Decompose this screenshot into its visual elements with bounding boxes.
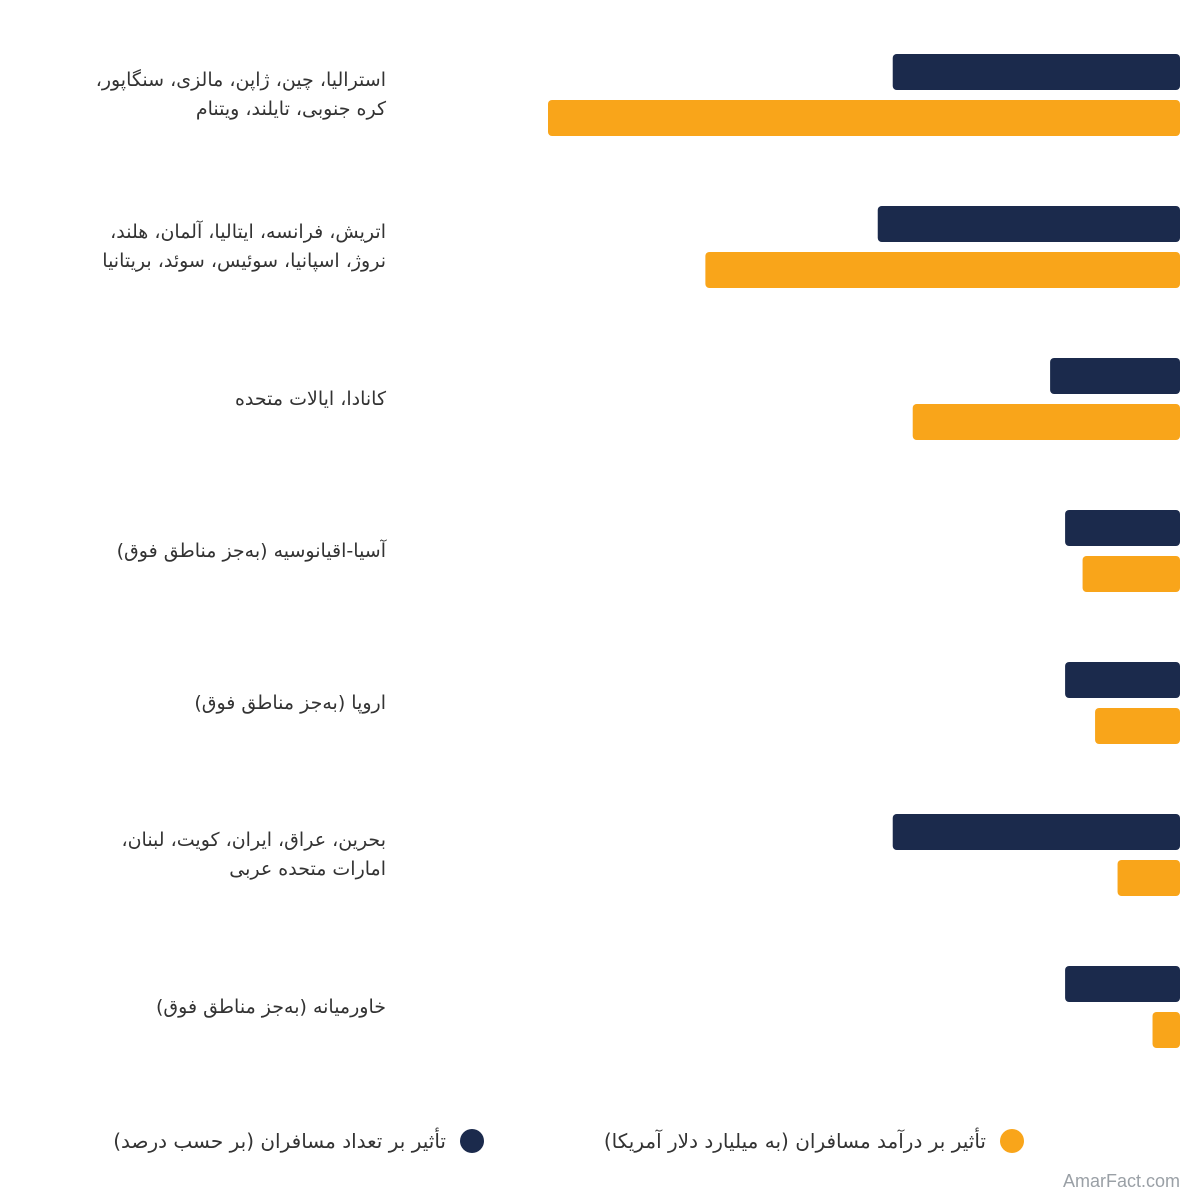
category-label-line: آسیا-اقیانوسیه (به‌جز مناطق فوق) [116, 539, 386, 562]
category-label-line: امارات متحده عربی [229, 858, 386, 880]
bar-travelers-6 [1065, 966, 1180, 1002]
category-label-line: کانادا، ایالات متحده [234, 387, 386, 410]
bar-travelers-5 [892, 814, 1180, 850]
category-label-2: کانادا، ایالات متحده [26, 385, 386, 414]
legend-item-travelers: تأثیر بر تعداد مسافران (بر حسب درصد) [113, 1124, 484, 1158]
bar-revenue-5 [1117, 860, 1180, 896]
legend-swatch-revenue [1000, 1129, 1024, 1153]
bar-revenue-2 [912, 404, 1180, 440]
bar-chart [548, 54, 1180, 1048]
legend-swatch-travelers [460, 1129, 484, 1153]
category-label-4: اروپا (به‌جز مناطق فوق) [26, 689, 386, 718]
bar-revenue-6 [1152, 1012, 1180, 1048]
bar-revenue-4 [1095, 708, 1180, 744]
bar-travelers-3 [1065, 510, 1180, 546]
bar-travelers-2 [1050, 358, 1180, 394]
category-label-line: استرالیا، چین، ژاپن، مالزی، سنگاپور، [95, 69, 386, 91]
category-label-line: اتریش، فرانسه، ایتالیا، آلمان، هلند، [110, 221, 386, 243]
bar-revenue-0 [548, 100, 1180, 136]
category-label-0: استرالیا، چین، ژاپن، مالزی، سنگاپور، کره … [26, 66, 386, 124]
category-label-5: بحرین، عراق، ایران، کویت، لبنان، امارات م… [26, 826, 386, 884]
legend-label-travelers: تأثیر بر تعداد مسافران (بر حسب درصد) [113, 1129, 446, 1153]
category-label-line: اروپا (به‌جز مناطق فوق) [194, 691, 386, 714]
bar-travelers-1 [877, 206, 1180, 242]
category-label-line: بحرین، عراق، ایران، کویت، لبنان، [121, 829, 386, 851]
category-label-3: آسیا-اقیانوسیه (به‌جز مناطق فوق) [26, 537, 386, 566]
legend-label-revenue: تأثیر بر درآمد مسافران (به میلیارد دلار … [603, 1129, 986, 1153]
legend-item-revenue: تأثیر بر درآمد مسافران (به میلیارد دلار … [604, 1124, 1024, 1158]
category-label-6: خاورمیانه (به‌جز مناطق فوق) [26, 993, 386, 1022]
category-label-line: نروژ، اسپانیا، سوئیس، سوئد، بریتانیا [102, 250, 386, 272]
category-label-1: اتریش، فرانسه، ایتالیا، آلمان، هلند، نروژ… [26, 218, 386, 276]
bar-travelers-4 [1065, 662, 1180, 698]
bar-revenue-1 [705, 252, 1180, 288]
watermark: AmarFact.com [1062, 1171, 1180, 1191]
bar-travelers-0 [892, 54, 1180, 90]
category-label-line: کره جنوبی، تایلند، ویتنام [195, 98, 386, 120]
category-label-line: خاورمیانه (به‌جز مناطق فوق) [155, 995, 386, 1018]
bar-revenue-3 [1082, 556, 1180, 592]
